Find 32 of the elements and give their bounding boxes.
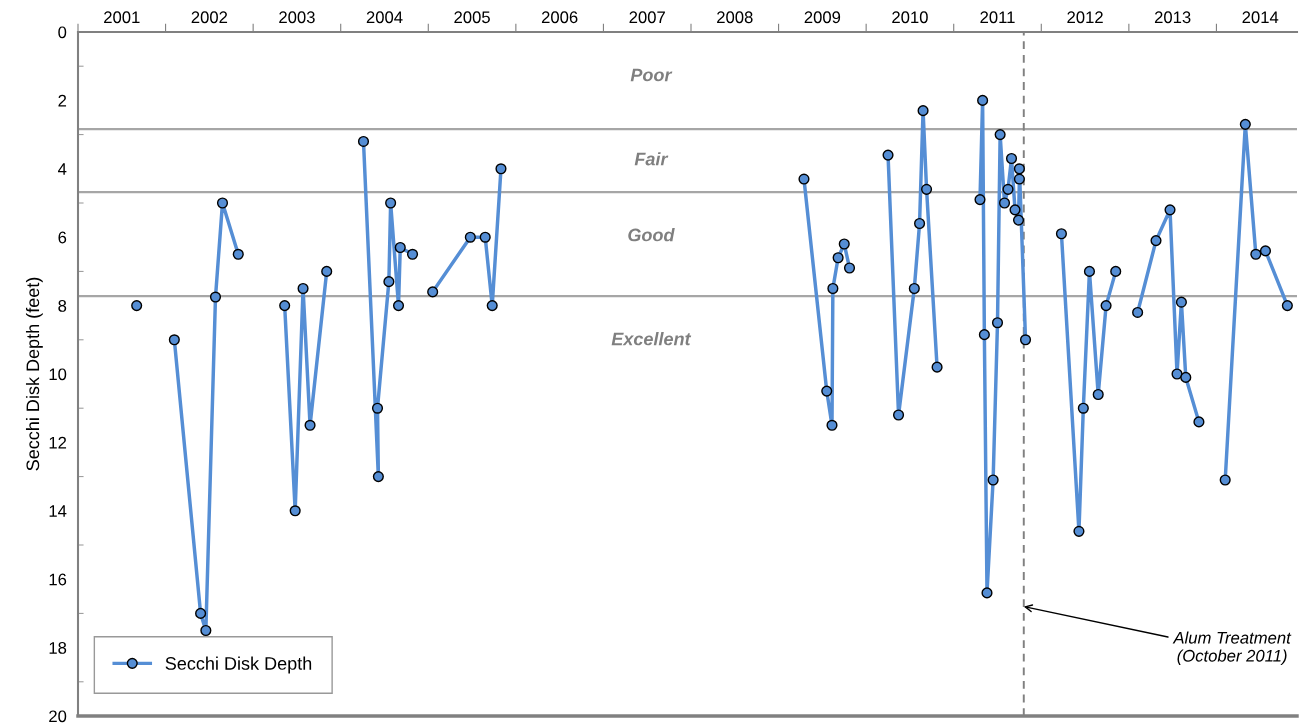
x-tick-label: 2010 bbox=[892, 11, 928, 24]
x-tick-label: 2009 bbox=[804, 11, 841, 24]
x-tick-label: 2014 bbox=[1242, 11, 1279, 24]
x-tick-label: 2012 bbox=[1067, 11, 1103, 24]
y-tick-label: 14 bbox=[49, 505, 67, 517]
y-axis-title: Secchi Disk Depth (feet) bbox=[25, 277, 43, 471]
y-tick-label: 0 bbox=[58, 26, 67, 39]
y-tick-label: 4 bbox=[58, 163, 67, 175]
y-tick-label: 6 bbox=[58, 231, 67, 244]
y-tick-label: 20 bbox=[49, 710, 67, 723]
x-tick-label: 2007 bbox=[629, 11, 665, 24]
y-tick-label: 8 bbox=[58, 300, 67, 312]
annotation: Poor bbox=[630, 68, 673, 82]
legend-label: Secchi Disk Depth bbox=[165, 656, 312, 674]
y-tick-label: 12 bbox=[49, 436, 67, 449]
x-tick-label: 2011 bbox=[980, 11, 1015, 24]
annotation: Excellent bbox=[611, 332, 692, 346]
x-tick-label: 2013 bbox=[1154, 11, 1191, 24]
annotation: Good bbox=[628, 228, 675, 242]
y-tick-label: 18 bbox=[49, 642, 67, 654]
x-tick-label: 2002 bbox=[191, 11, 228, 24]
x-tick-label: 2005 bbox=[454, 11, 490, 24]
x-tick-label: 2001 bbox=[104, 11, 140, 24]
ref-line-label: Alum Treatment (October 2011) bbox=[1172, 631, 1292, 665]
x-tick-label: 2003 bbox=[279, 11, 315, 24]
x-tick-label: 2008 bbox=[717, 11, 753, 24]
x-tick-label: 2006 bbox=[541, 11, 578, 24]
y-tick-label: 10 bbox=[49, 368, 67, 381]
x-tick-label: 2004 bbox=[366, 11, 403, 24]
annotation: Fair bbox=[634, 152, 669, 166]
y-tick-label: 16 bbox=[49, 573, 67, 586]
y-tick-label: 2 bbox=[58, 94, 67, 107]
